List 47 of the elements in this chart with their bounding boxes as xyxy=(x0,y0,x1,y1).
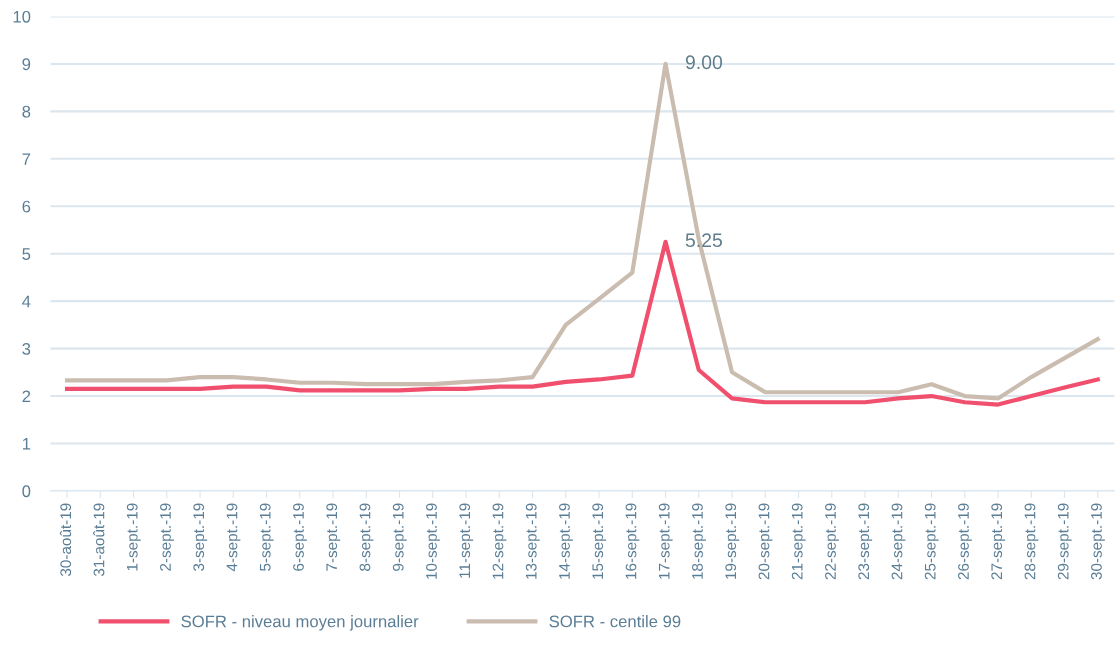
legend-label: SOFR - niveau moyen journalier xyxy=(181,615,419,631)
y-tick-label: 0 xyxy=(22,485,31,498)
y-tick-label: 5 xyxy=(22,248,31,260)
x-tick-label: 3-sept.-19 xyxy=(193,503,208,571)
data-label: 9.00 xyxy=(685,55,723,70)
x-tick-label: 31-août-19 xyxy=(93,503,105,577)
x-tick-label: 9-sept.-19 xyxy=(392,503,407,571)
y-tick-label: 6 xyxy=(22,200,31,213)
x-tick-label: 27-sept.-19 xyxy=(991,503,1006,580)
y-tick-label: 10 xyxy=(13,10,31,23)
y-tick-label: 3 xyxy=(22,343,31,355)
x-tick-label: 4-sept.-19 xyxy=(226,503,241,572)
x-tick-label: 16-sept.-19 xyxy=(625,503,640,579)
x-tick-label: 26-sept.-19 xyxy=(958,503,972,580)
y-tick-label: 8 xyxy=(22,105,31,118)
x-tick-label: 10-sept.-19 xyxy=(426,503,440,579)
x-tick-label: 22-sept.-19 xyxy=(825,503,839,580)
x-tick-label: 1-sept.-19 xyxy=(126,503,141,571)
x-tick-label: 29-sept.-19 xyxy=(1057,503,1072,580)
x-tick-label: 21-sept.-19 xyxy=(791,503,806,580)
x-tick-label: 20-sept.-19 xyxy=(758,503,773,580)
x-tick-label: 7-sept.-19 xyxy=(326,503,341,571)
y-tick-label: 1 xyxy=(22,438,31,450)
x-tick-label: 15-sept.-19 xyxy=(592,503,607,579)
x-tick-label: 25-sept.-19 xyxy=(924,503,939,580)
x-tick-label: 18-sept.-19 xyxy=(692,503,706,579)
x-tick-label: 23-sept.-19 xyxy=(858,503,873,580)
data-label: 5.25 xyxy=(685,233,722,248)
x-tick-label: 11-sept.-19 xyxy=(459,503,474,578)
x-tick-label: 6-sept.-19 xyxy=(293,503,307,571)
x-tick-label: 24-sept.-19 xyxy=(891,503,906,580)
y-tick-label: 2 xyxy=(22,390,31,403)
legend-label: SOFR - centile 99 xyxy=(549,615,681,628)
x-tick-label: 30-sept.-19 xyxy=(1091,503,1105,580)
y-tick-label: 7 xyxy=(22,153,31,165)
x-tick-label: 30-août-19 xyxy=(59,503,72,577)
x-tick-label: 13-sept.-19 xyxy=(525,503,540,579)
x-tick-label: 28-sept.-19 xyxy=(1024,503,1039,580)
y-tick-label: 4 xyxy=(22,295,31,308)
x-tick-label: 5-sept.-19 xyxy=(259,503,274,571)
x-tick-label: 8-sept.-19 xyxy=(359,503,374,571)
x-tick-label: 2-sept.-19 xyxy=(160,503,174,571)
y-tick-label: 9 xyxy=(22,58,31,71)
x-tick-label: 14-sept.-19 xyxy=(559,503,573,579)
x-tick-label: 12-sept.-19 xyxy=(492,503,507,579)
x-tick-label: 19-sept.-19 xyxy=(725,503,740,579)
x-tick-label: 17-sept.-19 xyxy=(658,503,673,579)
